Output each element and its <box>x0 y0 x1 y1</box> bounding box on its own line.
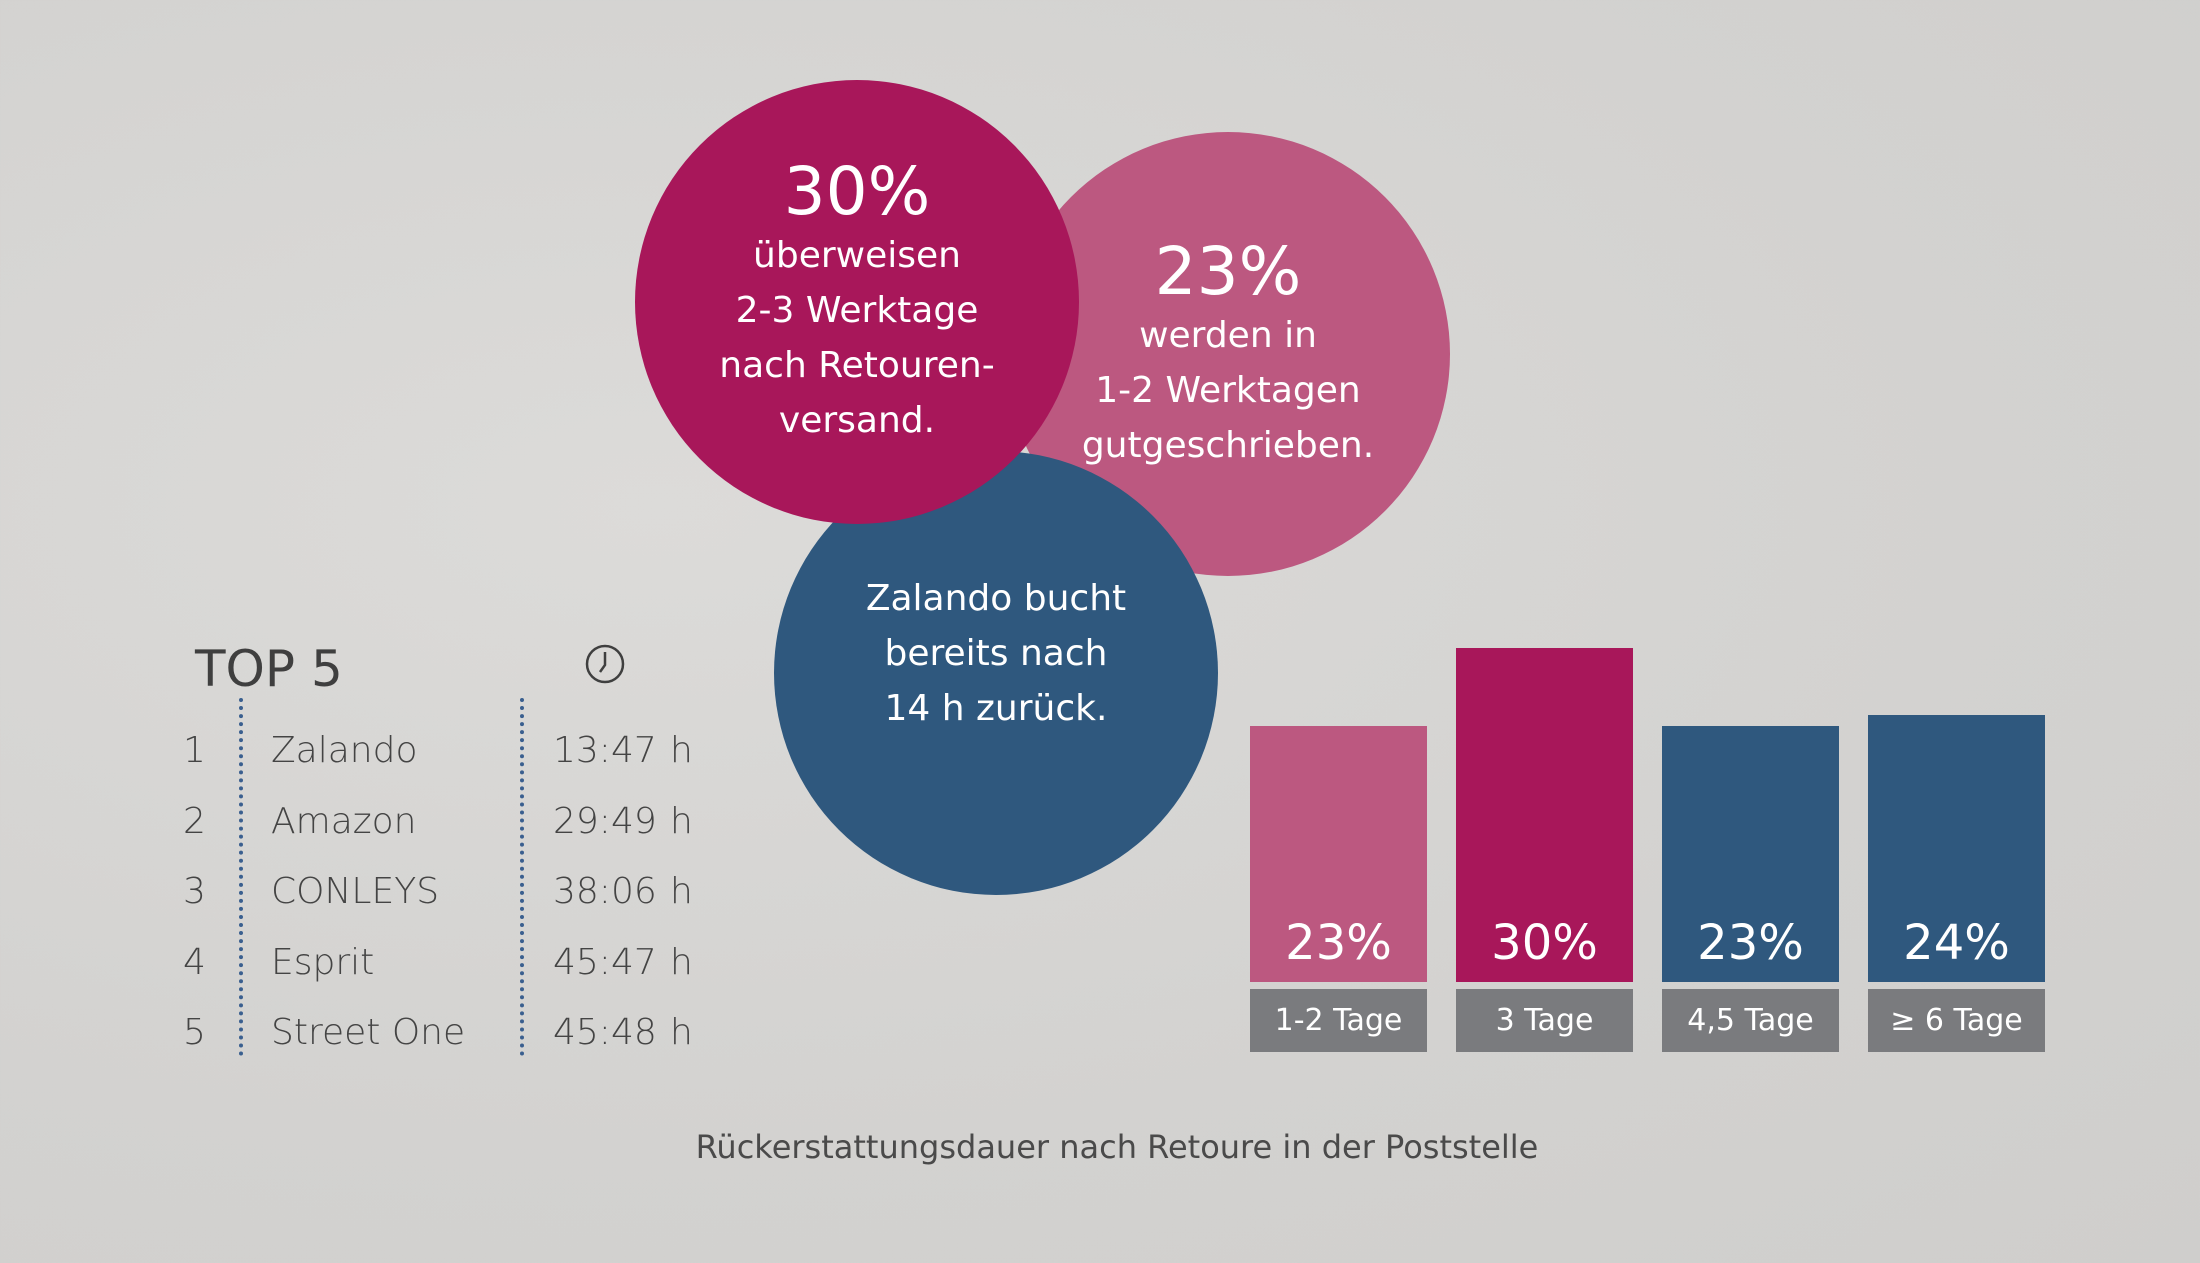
bar-value-label: 24% <box>1903 915 2010 971</box>
divider-dotted <box>239 698 243 1056</box>
top5-unit: h <box>670 871 693 912</box>
divider-dotted <box>520 698 524 1056</box>
bar-value-label: 23% <box>1285 915 1392 971</box>
top5-time: 45:47 <box>553 942 657 983</box>
top5-time: 38:06 <box>553 871 657 912</box>
top5-name: CONLEYS <box>271 871 440 912</box>
circle-value: 30% <box>783 153 931 230</box>
circle-zalando: Zalando bucht bereits nach 14 h zurück. <box>774 451 1218 895</box>
top5-time: 29:49 <box>553 801 657 842</box>
top5-time: 13:47 <box>553 730 657 771</box>
circle-30-percent: 30% überweisen 2-3 Werktage nach Retoure… <box>635 80 1079 524</box>
circle-text: überweisen 2-3 Werktage nach Retouren- v… <box>719 235 995 441</box>
bar-1 <box>1456 648 1633 982</box>
bar-value-label: 23% <box>1697 915 1804 971</box>
circle-text: Zalando bucht bereits nach 14 h zurück. <box>865 577 1127 729</box>
top5-name: Zalando <box>271 730 418 771</box>
category-label: ≥ 6 Tage <box>1868 989 2045 1052</box>
circle-text: werden in 1-2 Werktagen gutgeschrieben. <box>1081 314 1375 466</box>
top5-rank: 3 <box>183 871 206 912</box>
top5-unit: h <box>670 801 693 842</box>
bar-3 <box>1868 714 2045 982</box>
top5-unit: h <box>670 1012 693 1053</box>
top5-unit: h <box>670 942 693 983</box>
circle-value: 23% <box>1154 232 1302 310</box>
top5-name: Amazon <box>271 801 417 842</box>
top5-rank: 5 <box>183 1012 206 1053</box>
top5-rank: 4 <box>183 942 206 983</box>
bar-2 <box>1662 725 1839 982</box>
top5-name: Street One <box>271 1012 466 1053</box>
category-label: 1-2 Tage <box>1250 989 1427 1052</box>
top5-name: Esprit <box>271 942 375 983</box>
top5-rank: 2 <box>183 801 206 842</box>
top5-title: TOP 5 <box>195 640 343 698</box>
top5-unit: h <box>670 730 693 771</box>
top5-rank: 1 <box>183 730 206 771</box>
bar-0 <box>1250 725 1427 982</box>
category-label: 3 Tage <box>1456 989 1633 1052</box>
category-label: 4,5 Tage <box>1662 989 1839 1052</box>
chart-title: Rückerstattungsdauer nach Retoure in der… <box>695 1128 1539 1166</box>
bar-value-label: 30% <box>1491 915 1598 971</box>
top5-time: 45:48 <box>553 1012 657 1053</box>
clock-icon <box>585 644 625 684</box>
